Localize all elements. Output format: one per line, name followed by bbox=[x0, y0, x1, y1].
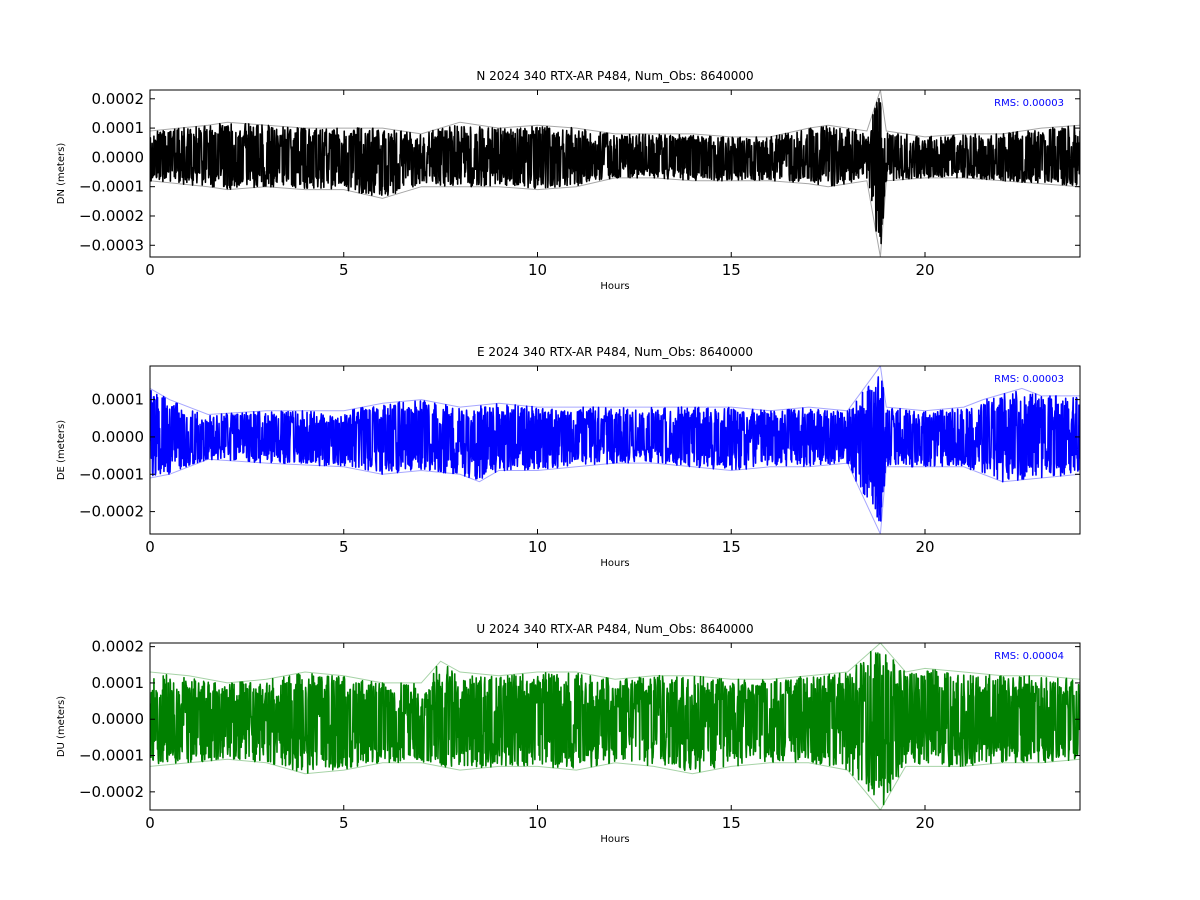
panel-u-ytick-label: 0.0002 bbox=[92, 638, 145, 656]
panel-u-rms-label: RMS: 0.00004 bbox=[994, 651, 1064, 662]
panel-u-xtick-label: 20 bbox=[915, 814, 934, 832]
panel-n-title: N 2024 340 RTX-AR P484, Num_Obs: 8640000 bbox=[476, 69, 753, 83]
panel-e-envelope-upper bbox=[150, 366, 1080, 416]
panel-e-xtick-label: 0 bbox=[145, 538, 155, 556]
panel-n-envelope-lower bbox=[150, 177, 1080, 257]
panel-u-title: U 2024 340 RTX-AR P484, Num_Obs: 8640000 bbox=[476, 622, 753, 636]
panel-n-ytick-label: 0.0002 bbox=[92, 90, 145, 108]
panel-n-xtick-label: 20 bbox=[915, 261, 934, 279]
panel-e-xtick-label: 5 bbox=[339, 538, 349, 556]
panel-n: N 2024 340 RTX-AR P484, Num_Obs: 8640000… bbox=[56, 69, 1081, 292]
panel-u-frame bbox=[149, 642, 1081, 811]
panel-e-title: E 2024 340 RTX-AR P484, Num_Obs: 8640000 bbox=[477, 345, 753, 359]
panel-u-envelope-lower bbox=[150, 758, 1080, 810]
panel-n-ytick-label: 0.0000 bbox=[92, 148, 145, 166]
panel-n-ytick-label: 0.0001 bbox=[92, 119, 145, 137]
panel-n-ytick-label: −0.0002 bbox=[79, 207, 144, 225]
panel-u-ylabel: DU (meters) bbox=[56, 696, 67, 757]
panel-u-ytick-label: 0.0000 bbox=[92, 710, 145, 728]
panel-u-xtick-label: 15 bbox=[722, 814, 741, 832]
panel-u-ytick-label: −0.0002 bbox=[79, 783, 144, 801]
panel-e-frame bbox=[149, 365, 1081, 535]
panel-u-xtick-label: 5 bbox=[339, 814, 349, 832]
panel-u-ytick-label: 0.0001 bbox=[92, 674, 145, 692]
panel-n-trace bbox=[150, 97, 1080, 245]
panel-e-ytick-label: −0.0002 bbox=[79, 503, 144, 521]
panel-e-ytick-label: 0.0001 bbox=[92, 391, 145, 409]
panel-n-rms-label: RMS: 0.00003 bbox=[994, 98, 1064, 109]
panel-n-xtick-label: 0 bbox=[145, 261, 155, 279]
panel-e: E 2024 340 RTX-AR P484, Num_Obs: 8640000… bbox=[56, 345, 1081, 569]
panel-n-ytick-label: −0.0001 bbox=[79, 178, 144, 196]
panel-e-trace bbox=[150, 376, 1080, 522]
panel-n-xtick-label: 15 bbox=[722, 261, 741, 279]
panel-e-ytick-label: −0.0001 bbox=[79, 465, 144, 483]
panel-e-xtick-label: 15 bbox=[722, 538, 741, 556]
panel-e-envelope-lower bbox=[150, 458, 1080, 534]
panel-e-rms-label: RMS: 0.00003 bbox=[994, 374, 1064, 385]
panel-n-ylabel: DN (meters) bbox=[56, 143, 67, 205]
panel-n-xlabel: Hours bbox=[600, 281, 629, 292]
panel-n-frame bbox=[149, 89, 1081, 258]
panel-e-ylabel: DE (meters) bbox=[56, 420, 67, 480]
panel-e-xlabel: Hours bbox=[600, 558, 629, 569]
panel-n-ytick-label: −0.0003 bbox=[79, 236, 144, 254]
panel-e-xtick-label: 20 bbox=[915, 538, 934, 556]
panel-u-envelope-upper bbox=[150, 643, 1080, 684]
panel-u-trace bbox=[150, 650, 1080, 806]
panel-e-ytick-label: 0.0000 bbox=[92, 428, 145, 446]
panel-u: U 2024 340 RTX-AR P484, Num_Obs: 8640000… bbox=[56, 622, 1081, 845]
panel-u-xtick-label: 10 bbox=[528, 814, 547, 832]
panel-n-xtick-label: 5 bbox=[339, 261, 349, 279]
panel-n-xtick-label: 10 bbox=[528, 261, 547, 279]
panel-u-xlabel: Hours bbox=[600, 834, 629, 845]
panel-u-xtick-label: 0 bbox=[145, 814, 155, 832]
panel-n-envelope-upper bbox=[150, 90, 1080, 138]
panel-e-xtick-label: 10 bbox=[528, 538, 547, 556]
panel-u-ytick-label: −0.0001 bbox=[79, 747, 144, 765]
